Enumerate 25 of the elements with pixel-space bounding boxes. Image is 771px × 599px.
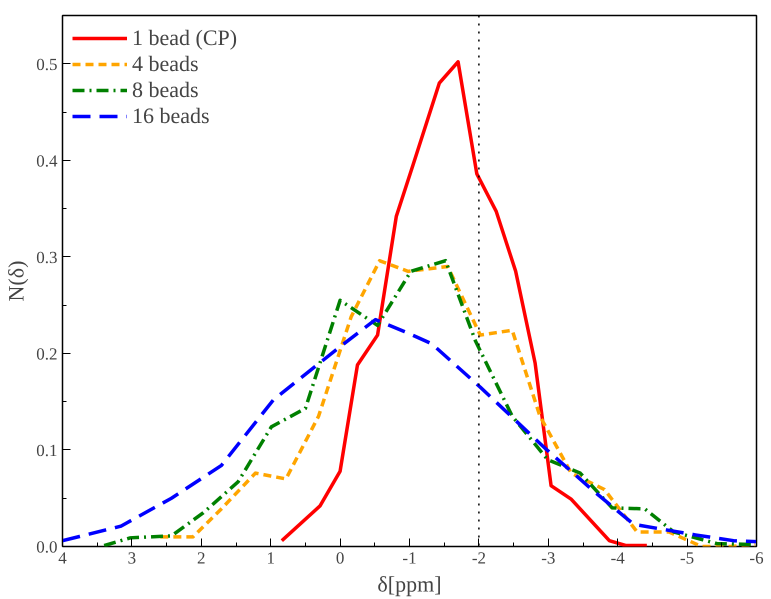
legend-label: 4 beads — [132, 51, 199, 77]
legend-label: 1 bead (CP) — [132, 25, 238, 51]
line-series — [62, 318, 756, 544]
x-tick-label: 2 — [197, 548, 206, 568]
x-axis-title: δ[ppm] — [377, 572, 442, 596]
x-tick-label: -5 — [680, 548, 694, 568]
legend-label: 8 beads — [132, 77, 199, 103]
y-tick-label: 0.3 — [36, 248, 58, 267]
x-tick-label: 0 — [336, 548, 344, 568]
y-tick-label: 0.0 — [36, 538, 58, 556]
y-axis-title: N(δ) — [3, 260, 28, 302]
line-series — [280, 60, 649, 546]
x-tick-label: -3 — [541, 548, 556, 568]
y-tick-label: 0.5 — [36, 54, 58, 74]
x-tick-label: -4 — [610, 548, 626, 568]
x-tick-label: -6 — [749, 548, 764, 568]
x-tick-label: 4 — [58, 548, 68, 568]
x-tick-label: -2 — [472, 548, 486, 568]
x-tick-label: 3 — [128, 548, 136, 568]
x-tick-label: 1 — [266, 548, 275, 568]
y-tick-label: 0.4 — [36, 151, 58, 170]
x-tick-label: -1 — [402, 548, 417, 568]
y-tick-label: 0.1 — [36, 440, 58, 460]
y-tick-label: 0.2 — [36, 344, 58, 364]
legend-label: 16 beads — [132, 103, 210, 129]
